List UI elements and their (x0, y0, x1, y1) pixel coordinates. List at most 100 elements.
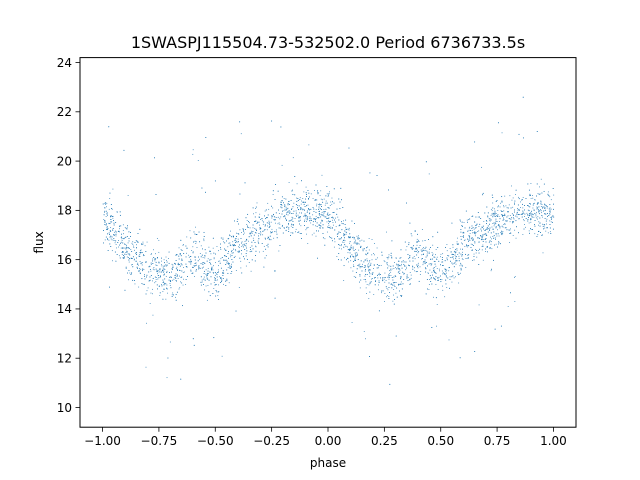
data-point (344, 224, 346, 225)
data-point (388, 298, 390, 299)
data-point (349, 237, 351, 239)
data-point (491, 268, 492, 270)
data-point (220, 267, 222, 269)
data-point (136, 263, 138, 265)
data-point (308, 144, 310, 146)
data-point (125, 248, 127, 250)
data-point (269, 239, 270, 241)
data-point (114, 251, 116, 253)
data-point (169, 341, 171, 343)
data-point (318, 213, 320, 215)
data-point (515, 237, 517, 239)
data-point (549, 211, 551, 212)
data-point (508, 211, 509, 213)
data-point (503, 210, 505, 212)
data-point (294, 218, 296, 219)
data-point (203, 284, 204, 285)
data-point (109, 236, 111, 238)
data-point (527, 219, 529, 220)
data-point (350, 244, 352, 246)
data-point (258, 216, 260, 218)
data-point (306, 219, 308, 221)
data-point (334, 217, 336, 219)
data-point (343, 280, 345, 281)
data-point (206, 299, 208, 301)
data-point (514, 202, 515, 204)
data-point (409, 256, 411, 258)
data-point (398, 260, 400, 262)
data-point (500, 325, 502, 327)
data-point (230, 245, 232, 247)
data-point (128, 238, 130, 239)
data-point (345, 219, 347, 221)
data-point (312, 207, 314, 208)
data-point (149, 280, 150, 281)
data-point (328, 223, 329, 224)
data-point (481, 230, 482, 232)
data-point (449, 278, 451, 280)
data-point (529, 215, 530, 216)
data-point (116, 211, 118, 213)
data-point (396, 287, 398, 289)
data-point (485, 233, 487, 235)
data-point (109, 234, 110, 235)
data-point (325, 202, 327, 204)
data-point (317, 192, 319, 194)
data-point (468, 257, 469, 259)
data-point (217, 279, 218, 281)
data-point (175, 268, 177, 270)
data-point (357, 238, 359, 240)
data-point (303, 191, 305, 193)
data-point (229, 254, 231, 256)
data-point (486, 223, 487, 225)
data-point (370, 262, 372, 264)
data-point (254, 216, 256, 218)
data-point (163, 284, 165, 286)
data-point (140, 272, 141, 274)
data-point (119, 225, 120, 227)
data-point (492, 197, 494, 198)
data-point (234, 249, 236, 250)
data-point (244, 258, 245, 260)
data-point (157, 270, 158, 272)
data-point (295, 210, 297, 212)
data-point (492, 212, 494, 214)
data-point (378, 272, 380, 274)
data-point (359, 275, 361, 277)
data-point (192, 153, 194, 155)
data-point (436, 259, 438, 260)
data-point (221, 355, 223, 357)
data-point (406, 276, 408, 278)
data-point (479, 248, 481, 250)
data-point (518, 196, 519, 198)
data-point (155, 258, 156, 260)
data-point (359, 267, 361, 269)
data-point (182, 244, 184, 246)
data-point (349, 249, 351, 250)
data-point (434, 271, 435, 273)
data-point (124, 237, 126, 239)
data-point (374, 284, 376, 286)
data-point (425, 271, 427, 273)
data-point (485, 248, 486, 250)
data-point (339, 201, 341, 203)
data-point (225, 285, 227, 286)
data-point (338, 244, 339, 246)
data-point (502, 226, 504, 228)
data-point (440, 264, 441, 266)
data-point (505, 220, 507, 222)
data-point (422, 240, 424, 242)
x-axis: −1.00 −0.75 −0.50 −0.25 0.00 0.25 0.50 0.75 1.00 (84, 427, 567, 448)
data-point (324, 244, 326, 246)
data-point (366, 293, 367, 294)
data-point (449, 287, 450, 289)
data-point (315, 184, 317, 186)
data-point (432, 274, 433, 276)
data-point (368, 249, 370, 251)
data-point (493, 225, 495, 227)
data-point (163, 288, 165, 290)
data-point (113, 234, 115, 236)
data-point (316, 230, 317, 232)
data-point (390, 252, 392, 254)
data-point (471, 230, 473, 231)
